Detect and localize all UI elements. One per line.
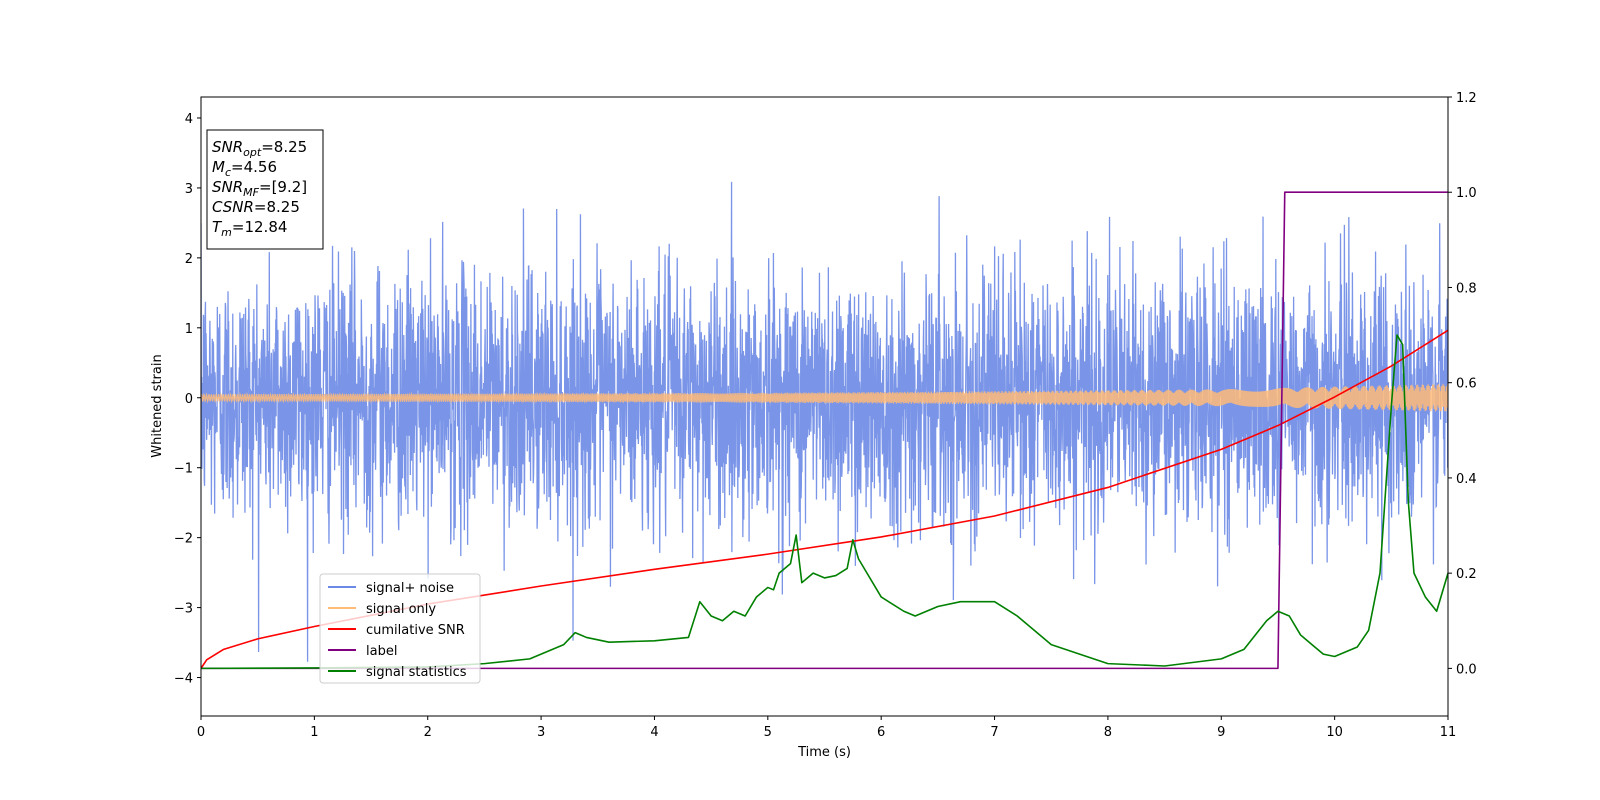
x-tick-label: 3 — [537, 725, 545, 740]
annotation-symbol: M — [212, 158, 225, 176]
y2-axis: 1.2 1.0 0.8 0.6 0.4 0.2 0.0 — [1448, 91, 1477, 677]
x-axis-label: Time (s) — [797, 745, 851, 760]
annotation-symbol: SNR — [212, 138, 243, 156]
y2-tick-label: 0.4 — [1456, 472, 1477, 487]
y-tick-label: 2 — [185, 252, 193, 267]
y-tick-label: −3 — [174, 602, 193, 617]
series-signal-only — [201, 383, 1448, 412]
y-tick-label: 4 — [185, 112, 193, 127]
x-tick-label: 2 — [424, 725, 432, 740]
x-tick-label: 4 — [650, 725, 658, 740]
y2-tick-label: 0.6 — [1456, 377, 1477, 392]
legend-label: signal only — [366, 602, 436, 617]
x-axis: 0 1 2 3 4 5 6 7 8 9 10 11 — [197, 716, 1456, 740]
annotation-value: =8.25 — [261, 138, 307, 156]
signal-only-layer — [201, 383, 1448, 412]
annotation-symbol: SNR — [212, 178, 243, 196]
y-tick-label: 3 — [185, 182, 193, 197]
y-tick-label: −4 — [174, 672, 193, 687]
series-signal-statistics — [201, 334, 1448, 670]
y-tick-label: −1 — [174, 462, 193, 477]
annotation-subscript: MF — [243, 186, 259, 199]
annotation-subscript: c — [225, 166, 231, 179]
right-axis-series-layer — [201, 191, 1448, 670]
y2-tick-label: 0.2 — [1456, 567, 1477, 582]
annotation-line: Mc=4.56 — [212, 158, 277, 179]
y2-tick-label: 1.0 — [1456, 186, 1477, 201]
x-tick-label: 11 — [1440, 725, 1457, 740]
annotation-line: SNRMF=[9.2] — [212, 178, 307, 199]
x-tick-label: 9 — [1217, 725, 1225, 740]
x-tick-label: 6 — [877, 725, 885, 740]
y-tick-label: −2 — [174, 532, 193, 547]
y-tick-label: 1 — [185, 322, 193, 337]
x-tick-label: 5 — [764, 725, 772, 740]
legend: signal+ noise signal only cumilative SNR la… — [319, 573, 481, 684]
series-cumilative-snr — [201, 329, 1448, 669]
x-tick-label: 7 — [990, 725, 998, 740]
legend-label: signal+ noise — [366, 581, 454, 596]
legend-label: label — [366, 644, 397, 659]
y2-tick-label: 1.2 — [1456, 91, 1477, 106]
legend-frame — [319, 573, 481, 684]
plot-frame — [200, 96, 1449, 717]
y2-tick-label: 0.8 — [1456, 281, 1477, 296]
y-axis-label: Whitened strain — [150, 354, 165, 457]
annotation-value: =4.56 — [231, 158, 277, 176]
x-tick-label: 1 — [310, 725, 318, 740]
annotation-value: =[9.2] — [259, 178, 307, 196]
series-label — [201, 191, 1448, 670]
y2-tick-label: 0.0 — [1456, 662, 1477, 677]
annotation-subscript: opt — [243, 146, 262, 159]
annotation-value: =12.84 — [232, 218, 288, 236]
y-tick-label: 0 — [185, 392, 193, 407]
annotation-symbol: CSNR — [212, 198, 254, 216]
x-tick-label: 8 — [1104, 725, 1112, 740]
annotation-symbol: T — [212, 218, 223, 236]
x-tick-label: 0 — [197, 725, 205, 740]
annotation-value: =8.25 — [254, 198, 300, 216]
legend-label: cumilative SNR — [366, 623, 465, 638]
annotation-line: SNRopt=8.25 — [212, 138, 307, 159]
annotation-line: Tm=12.84 — [212, 218, 287, 239]
annotation-line: CSNR=8.25 — [212, 198, 300, 216]
x-tick-label: 10 — [1326, 725, 1343, 740]
annotation-frame — [206, 129, 324, 250]
annotation-subscript: m — [221, 226, 232, 239]
y-axis: 4 3 2 1 0 −1 −2 −3 −4 — [174, 112, 201, 687]
legend-label: signal statistics — [366, 665, 467, 680]
annotation-box: SNRopt=8.25Mc=4.56SNRMF=[9.2]CSNR=8.25Tm… — [206, 129, 324, 250]
